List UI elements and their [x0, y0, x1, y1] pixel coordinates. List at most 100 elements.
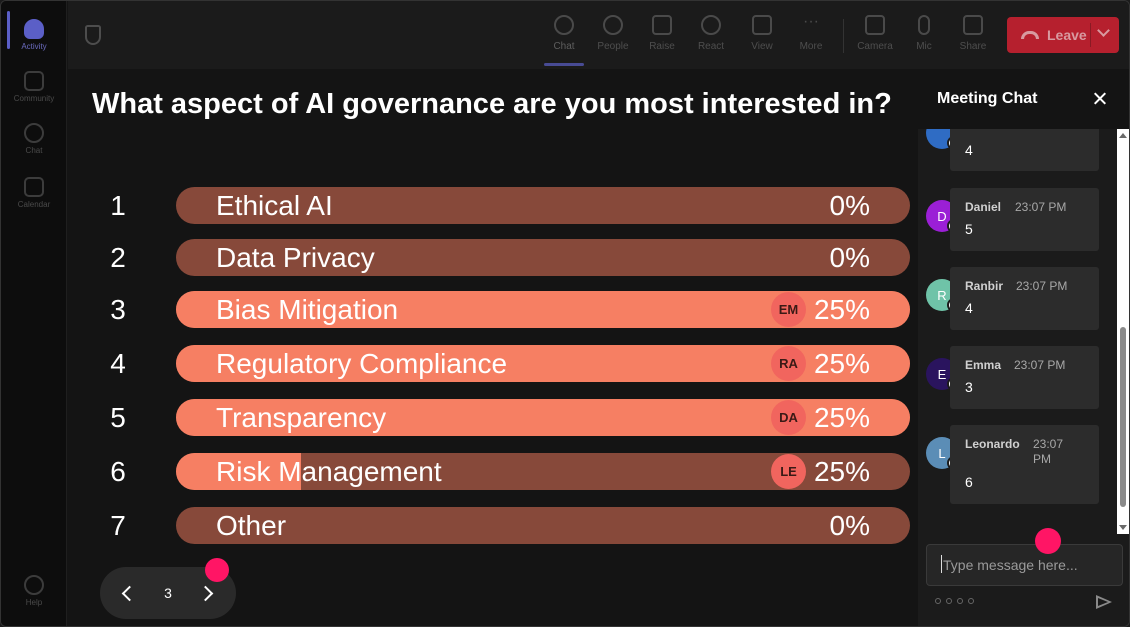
bell-icon — [24, 19, 44, 39]
message-bubble: PM 4 — [950, 129, 1099, 171]
chat-message-input[interactable] — [926, 544, 1123, 586]
smiley-icon — [701, 15, 721, 35]
page-number: 3 — [164, 585, 172, 601]
message-time: 23:07 PM — [1014, 358, 1066, 372]
meeting-toolbar: Chat People Raise React View ··· More Ca… — [68, 1, 1129, 69]
option-result-fill — [176, 453, 301, 490]
community-icon — [24, 71, 44, 91]
leave-divider — [1090, 23, 1091, 47]
close-icon[interactable] — [1092, 91, 1108, 107]
avatar-initial: E — [937, 366, 947, 382]
option-label: Ethical AI — [216, 190, 333, 221]
option-percent: 25% — [813, 348, 870, 379]
more-button[interactable]: ··· More — [786, 11, 836, 61]
message-time: 23:07 PM — [1033, 437, 1063, 467]
rail-item-community[interactable]: Community — [1, 61, 67, 113]
active-tab-indicator — [544, 63, 584, 66]
option-result-bar: Data Privacy 0% — [176, 239, 910, 276]
chat-button-label: Chat — [553, 41, 575, 52]
mic-button[interactable]: Mic — [899, 11, 949, 61]
format-icon[interactable] — [935, 598, 941, 604]
chat-header: Meeting Chat — [918, 69, 1129, 129]
leave-button[interactable]: Leave — [1007, 17, 1119, 53]
sender-name: Emma — [965, 358, 1002, 372]
avatar-initial: D — [937, 208, 947, 224]
camera-button-label: Camera — [857, 41, 893, 52]
poll-option-row: 3 Bias Mitigation EM 25% — [68, 291, 918, 329]
option-number: 3 — [110, 294, 126, 325]
option-label: Regulatory Compliance — [216, 348, 508, 379]
app-rail: Activity Community Chat Calendar Help — [1, 1, 67, 626]
raise-hand-button[interactable]: Raise — [637, 11, 687, 61]
rail-item-help[interactable]: Help — [1, 565, 67, 617]
rail-item-activity[interactable]: Activity — [1, 9, 67, 61]
attach-icon[interactable] — [946, 598, 952, 604]
chevron-down-icon[interactable] — [1097, 24, 1110, 37]
scroll-up-arrow[interactable] — [1119, 133, 1127, 138]
rail-item-label: Activity — [21, 42, 47, 51]
option-label: Risk Management — [216, 456, 442, 487]
poll-option-row: 1 Ethical AI 0% — [68, 187, 918, 225]
hand-icon — [652, 15, 672, 35]
gif-icon[interactable] — [968, 598, 974, 604]
option-result-bar: Regulatory Compliance RA 25% — [176, 345, 910, 382]
poll-question: What aspect of AI governance are you mos… — [92, 88, 892, 120]
chevron-right-icon[interactable] — [200, 584, 214, 602]
chat-bubble-icon — [554, 15, 574, 35]
option-result-bar: Transparency DA 25% — [176, 399, 910, 436]
message-time: 23:07 PM — [1016, 279, 1068, 293]
rail-item-calendar[interactable]: Calendar — [1, 167, 67, 219]
poll-option-row: 7 Other 0% — [68, 507, 918, 545]
message-text: 6 — [965, 474, 973, 490]
people-button-label: People — [597, 41, 629, 52]
rail-item-chat[interactable]: Chat — [1, 113, 67, 165]
view-button[interactable]: View — [737, 11, 787, 61]
phone-hangup-icon — [1021, 31, 1039, 39]
rail-item-label: Calendar — [17, 200, 51, 209]
more-dots-icon: ··· — [803, 13, 819, 30]
emoji-icon[interactable] — [957, 598, 963, 604]
chat-button[interactable]: Chat — [539, 11, 589, 61]
poll-option-row: 4 Regulatory Compliance RA 25% — [68, 345, 918, 383]
poll-results-panel: What aspect of AI governance are you mos… — [68, 69, 918, 626]
meeting-chat-panel: Meeting Chat PM 4 D Daniel — [918, 69, 1129, 626]
react-button-label: React — [697, 41, 725, 52]
more-button-label: More — [799, 41, 823, 52]
sender-name: Daniel — [965, 200, 1002, 214]
option-result-bar: Risk Management LE 25% — [176, 453, 910, 490]
raise-button-label: Raise — [649, 41, 675, 52]
people-button[interactable]: People — [588, 11, 638, 61]
text-caret — [941, 555, 942, 573]
send-icon[interactable] — [1096, 595, 1114, 609]
option-number: 6 — [110, 456, 126, 487]
rail-item-label: Chat — [25, 146, 43, 155]
chat-message-list[interactable]: PM 4 D Daniel 23:07 PM 5 R — [918, 129, 1129, 534]
message-bubble: Daniel 23:07 PM 5 — [950, 188, 1099, 251]
scroll-down-arrow[interactable] — [1119, 525, 1127, 530]
option-result-bar: Bias Mitigation EM 25% — [176, 291, 910, 328]
scrollbar-thumb[interactable] — [1120, 327, 1126, 507]
option-number: 1 — [110, 190, 126, 221]
avatar-initial: L — [938, 445, 946, 461]
option-number: 2 — [110, 242, 126, 273]
poll-option-row: 5 Transparency DA 25% — [68, 399, 918, 437]
react-button[interactable]: React — [686, 11, 736, 61]
voter-avatar: RA — [771, 346, 806, 381]
option-number: 5 — [110, 402, 126, 433]
message-text: 4 — [965, 142, 973, 158]
pointer-marker — [1035, 528, 1061, 554]
chevron-left-icon[interactable] — [120, 584, 134, 602]
message-bubble: Leonardo 23:07 PM 6 — [950, 425, 1099, 504]
rail-item-label: Help — [25, 598, 43, 607]
share-button[interactable]: Share — [948, 11, 998, 61]
option-percent: 0% — [829, 510, 870, 541]
people-icon — [603, 15, 623, 35]
option-label: Data Privacy — [216, 242, 375, 273]
shield-icon — [85, 25, 101, 45]
voter-avatar: LE — [771, 454, 806, 489]
message-text: 5 — [965, 221, 973, 237]
option-percent: 25% — [813, 402, 870, 433]
chat-title: Meeting Chat — [937, 90, 1038, 107]
camera-button[interactable]: Camera — [850, 11, 900, 61]
